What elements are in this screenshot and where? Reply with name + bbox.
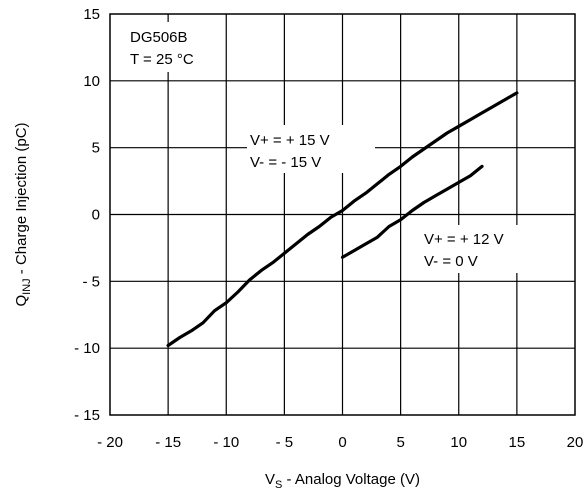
y-tick-label: 5 xyxy=(92,140,100,157)
series-1-line xyxy=(166,91,519,348)
x-axis-label-main: V xyxy=(265,471,275,488)
x-tick-label: 15 xyxy=(509,434,526,451)
x-tick-label: - 20 xyxy=(97,434,123,451)
x-tick-label: 10 xyxy=(450,434,467,451)
info-box-temperature: T = 25 °C xyxy=(130,51,194,68)
tick-labels: - 20 - 15 - 10 - 5 0 5 10 15 20 15 10 5 0 - 5 - 10 - 15 xyxy=(74,6,583,451)
y-axis-label-rest: - Charge Injection (pC) xyxy=(13,122,30,278)
x-tick-label: 0 xyxy=(338,434,346,451)
y-axis-label: QINJ - Charge Injection (pC) xyxy=(13,122,33,306)
series-2-line xyxy=(340,164,484,259)
plot-frame xyxy=(109,13,576,416)
y-tick-label: 10 xyxy=(83,73,100,90)
y-axis-label-main: Q xyxy=(13,295,30,307)
y-tick-label: 0 xyxy=(92,207,100,224)
x-axis-label: VS - Analog Voltage (V) xyxy=(265,471,420,491)
series-1-annotation-vplus: V+ = + 15 V xyxy=(250,132,330,149)
y-tick-label: 15 xyxy=(83,6,100,23)
series-1-annotation-background xyxy=(247,125,375,173)
series-1-annotation-vminus: V- = - 15 V xyxy=(250,154,321,171)
grid-lines xyxy=(110,14,575,415)
series-2-annotation-background xyxy=(418,225,528,273)
info-box-background xyxy=(124,22,224,72)
series-1-annotation: V+ = + 15 V V- = - 15 V xyxy=(247,125,375,173)
info-box: DG506B T = 25 °C xyxy=(124,22,224,72)
x-axis-label-rest: - Analog Voltage (V) xyxy=(282,471,420,488)
series-2-annotation-vplus: V+ = + 12 V xyxy=(424,231,504,248)
x-tick-label: - 15 xyxy=(155,434,181,451)
y-tick-label: - 5 xyxy=(82,273,100,290)
x-tick-label: 20 xyxy=(567,434,584,451)
series-2-annotation-vminus: V- = 0 V xyxy=(424,253,478,270)
series-layer xyxy=(166,91,519,348)
x-tick-label: - 10 xyxy=(213,434,239,451)
y-tick-label: - 10 xyxy=(74,340,100,357)
x-tick-label: 5 xyxy=(396,434,404,451)
x-axis-label-subscript: S xyxy=(275,479,282,491)
info-box-device: DG506B xyxy=(130,29,188,46)
y-tick-label: - 15 xyxy=(74,407,100,424)
x-tick-label: - 5 xyxy=(276,434,294,451)
series-2-annotation: V+ = + 12 V V- = 0 V xyxy=(418,225,528,273)
y-axis-label-subscript: INJ xyxy=(21,278,33,295)
